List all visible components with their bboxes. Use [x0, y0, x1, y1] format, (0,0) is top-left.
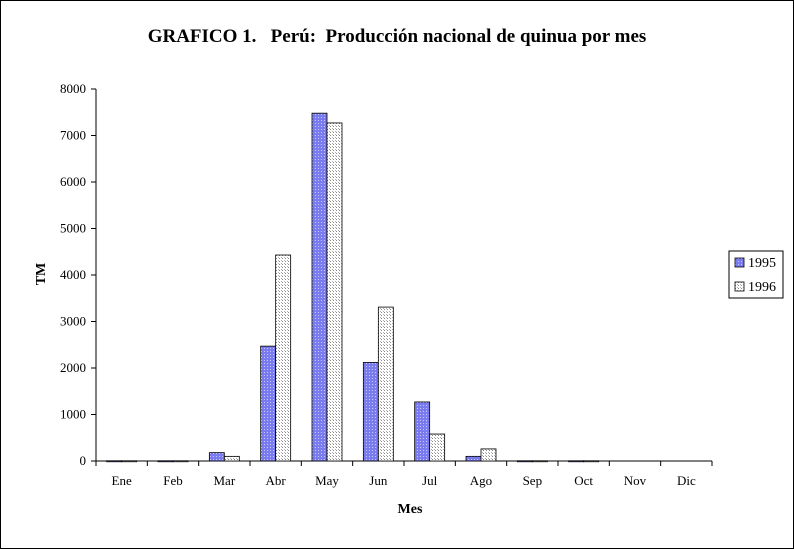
legend-label-1995: 1995: [748, 256, 776, 271]
x-tick-label: Oct: [574, 473, 593, 488]
legend-label-1996: 1996: [748, 280, 776, 295]
bar-1995-feb: [157, 460, 174, 463]
y-tick-label: 7000: [60, 128, 86, 143]
bar-1996-ene: [121, 460, 138, 463]
chart-bars: [106, 112, 600, 463]
y-tick-label: 8000: [60, 81, 86, 96]
bar-1996-ago: [480, 448, 497, 462]
legend: 1995 1996: [728, 250, 784, 299]
bar-1996-may: [326, 122, 343, 462]
x-tick-label: May: [315, 473, 339, 488]
x-tick-label: Nov: [624, 473, 647, 488]
y-tick-label: 5000: [60, 221, 86, 236]
bar-1995-ago: [465, 455, 482, 462]
bar-1996-jul: [429, 433, 446, 462]
y-tick-label: 4000: [60, 267, 86, 282]
y-tick-label: 2000: [60, 360, 86, 375]
x-tick-label: Feb: [163, 473, 183, 488]
bar-1996-oct: [583, 460, 600, 463]
bar-1996-abr: [275, 254, 292, 462]
bar-1995-jun: [362, 362, 379, 462]
chart-labels: 0 1000 2000 3000 4000 5000 6000 7000 8000 Ene Feb M…: [34, 81, 696, 517]
bar-1995-abr: [260, 345, 277, 462]
x-tick-label: Ago: [470, 473, 492, 488]
bar-1995-ene: [106, 460, 123, 463]
legend-swatch-1996: [734, 281, 745, 292]
bar-1996-sep: [531, 460, 548, 463]
bar-1995-jul: [414, 401, 431, 462]
y-tick-label: 1000: [60, 407, 86, 422]
legend-swatch-1995: [734, 257, 745, 268]
bar-1996-jun: [377, 306, 394, 462]
y-tick-label: 6000: [60, 174, 86, 189]
bar-1996-feb: [172, 460, 189, 463]
bar-1996-mar: [223, 455, 240, 462]
y-tick-label: 3000: [60, 314, 86, 329]
y-tick-label: 0: [80, 453, 87, 468]
bar-1995-oct: [568, 460, 585, 463]
x-tick-label: Abr: [266, 473, 287, 488]
chart-title: GRAFICO 1. Perú: Producción nacional de …: [147, 26, 647, 47]
x-tick-label: Jun: [369, 473, 388, 488]
bar-1995-may: [311, 112, 328, 462]
chart-axes: [91, 88, 713, 466]
bar-1995-sep: [516, 460, 533, 463]
x-tick-label: Sep: [523, 473, 543, 488]
x-axis-title: Mes: [398, 502, 423, 517]
x-tick-label: Dic: [677, 473, 696, 488]
x-tick-label: Ene: [112, 473, 132, 488]
x-tick-label: Jul: [422, 473, 438, 488]
y-axis-title: TM: [34, 263, 49, 286]
x-tick-label: Mar: [213, 473, 235, 488]
bar-1995-mar: [208, 452, 225, 462]
